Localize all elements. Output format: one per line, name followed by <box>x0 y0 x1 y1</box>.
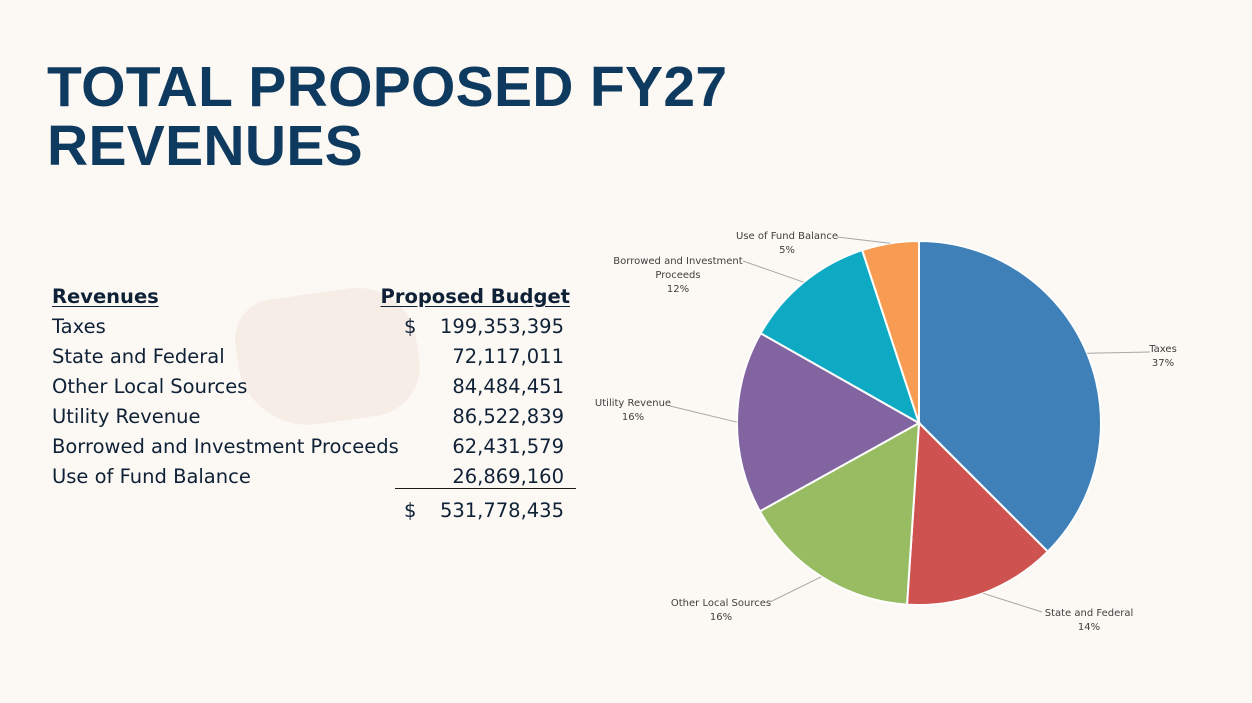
table-row: State and Federal 72,117,011 <box>52 342 576 372</box>
pie-data-label: Utility Revenue 16% <box>595 398 671 423</box>
pie-data-label: Use of Fund Balance 5% <box>736 231 838 256</box>
row-amount: 84,484,451 <box>452 375 564 398</box>
leader-line <box>982 592 1043 613</box>
total-divider <box>395 488 576 489</box>
row-label: Utility Revenue <box>52 405 201 428</box>
revenue-table: Revenues Proposed Budget Taxes $ 199,353… <box>52 282 576 526</box>
title-line-2: REVENUES <box>47 114 363 178</box>
row-amount: 62,431,579 <box>452 435 564 458</box>
currency-symbol: $ <box>404 315 417 338</box>
pie-data-label: Other Local Sources 16% <box>671 598 771 623</box>
budget-column-header: Proposed Budget <box>380 285 570 308</box>
total-amount: 531,778,435 <box>439 499 564 522</box>
leader-line <box>769 576 822 603</box>
row-label: Use of Fund Balance <box>52 465 251 488</box>
leader-line <box>836 236 891 244</box>
pie-data-label: Borrowed and Investment Proceeds 12% <box>613 256 742 295</box>
page-title: TOTAL PROPOSED FY27 REVENUES <box>47 58 727 176</box>
table-header: Revenues Proposed Budget <box>52 282 576 312</box>
title-line-1: TOTAL PROPOSED FY27 <box>47 55 728 119</box>
row-label: Borrowed and Investment Proceeds <box>52 435 399 458</box>
pie-slice-borrowed-and-investment-proceeds <box>759 248 921 426</box>
pie-slice-other-local-sources <box>758 421 921 606</box>
table-row: Use of Fund Balance 26,869,160 <box>52 462 576 492</box>
revenue-pie-chart: Taxes 37% State and Federal 14% Other Local … <box>595 231 1177 633</box>
table-row: Borrowed and Investment Proceeds 62,431,… <box>52 432 576 462</box>
row-amount: 26,869,160 <box>452 465 564 488</box>
pie-data-label: Taxes 37% <box>1148 344 1177 369</box>
row-label: Other Local Sources <box>52 375 248 398</box>
revenues-column-header: Revenues <box>52 285 159 308</box>
row-label: Taxes <box>52 315 106 338</box>
pie-slice-taxes <box>918 239 1102 554</box>
pie-slice-state-and-federal <box>905 420 1050 606</box>
total-row: $ 531,778,435 <box>52 496 576 526</box>
currency-symbol: $ <box>404 499 417 522</box>
table-row: Utility Revenue 86,522,839 <box>52 402 576 432</box>
pie-data-label: State and Federal 14% <box>1045 608 1134 633</box>
row-amount: 199,353,395 <box>439 315 564 338</box>
table-row: Other Local Sources 84,484,451 <box>52 372 576 402</box>
leader-line <box>1087 351 1151 354</box>
leader-line <box>669 405 738 423</box>
row-amount: 72,117,011 <box>452 345 564 368</box>
row-amount: 86,522,839 <box>452 405 564 428</box>
pie-slice-utility-revenue <box>736 331 922 513</box>
row-label: State and Federal <box>52 345 225 368</box>
leader-line <box>742 260 804 283</box>
table-row: Taxes $ 199,353,395 <box>52 312 576 342</box>
